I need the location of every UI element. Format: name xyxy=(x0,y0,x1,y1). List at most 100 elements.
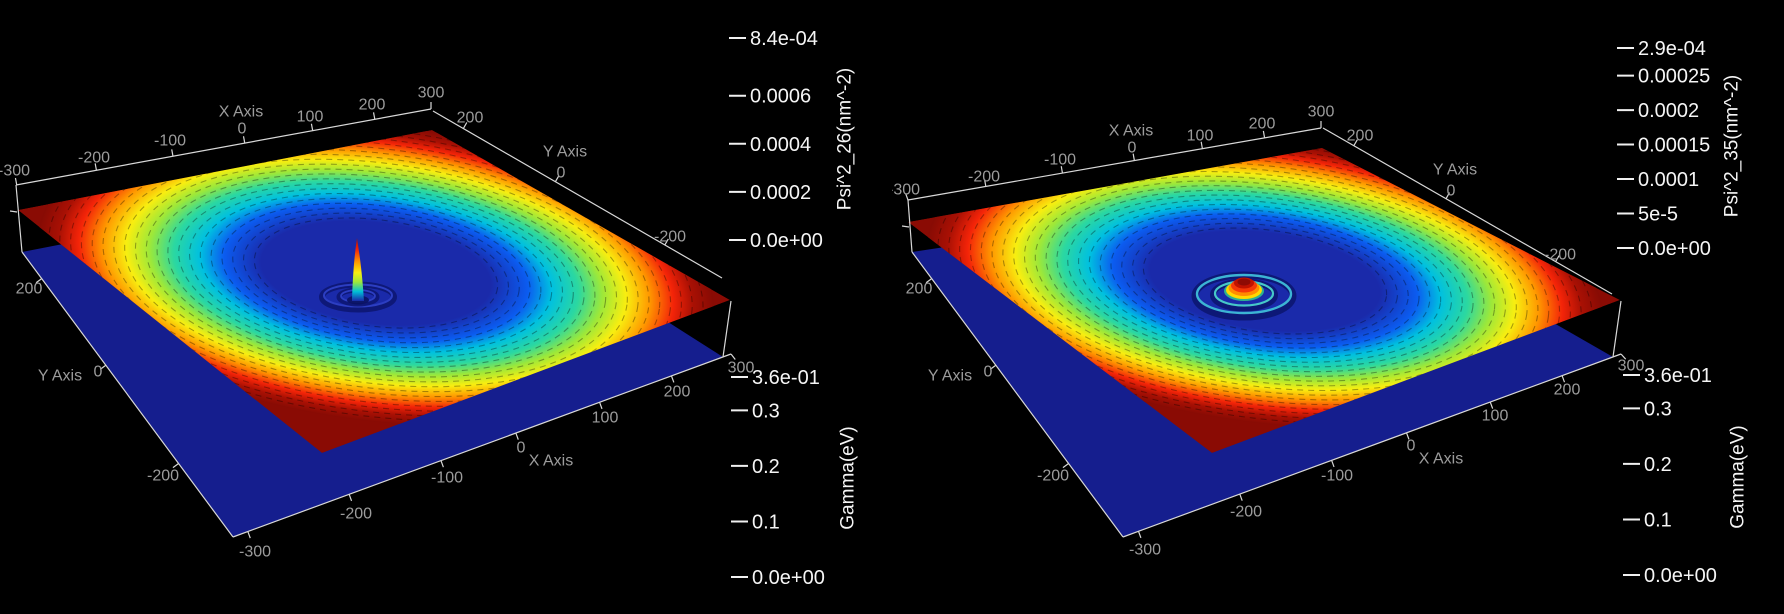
surface xyxy=(18,130,730,453)
axis-tick xyxy=(1262,130,1266,138)
contour-ring xyxy=(980,156,1550,406)
axis-tick-label: 0 xyxy=(1447,183,1456,200)
axis-tick xyxy=(35,278,43,284)
contour-ring xyxy=(156,173,596,373)
axis-line xyxy=(15,108,432,186)
colorbar-tick-label: 0.0e+00 xyxy=(1638,238,1711,260)
axis-tick-label: -200 xyxy=(147,468,179,485)
axis-tick-label: -200 xyxy=(78,150,110,167)
axis-tick-label: 300 xyxy=(1308,104,1335,121)
colorbar-title: Psi^2_35(nm^-2) xyxy=(1722,75,1743,217)
axis-tick-label: 0 xyxy=(238,121,247,138)
contour-ring xyxy=(1077,199,1453,363)
axis-tick xyxy=(664,238,669,246)
right-corner-line xyxy=(722,300,732,358)
central-spike xyxy=(319,238,397,313)
axis-line xyxy=(907,127,1322,201)
contour-ring xyxy=(145,168,607,378)
contour-ring xyxy=(1110,213,1420,349)
contour-ring xyxy=(243,212,509,334)
axis-tick-label: -100 xyxy=(431,470,463,487)
contour-ring xyxy=(1132,222,1398,340)
z-corner-line xyxy=(907,199,913,253)
axis-tick xyxy=(1060,166,1064,174)
z-corner-line xyxy=(15,184,23,253)
axis-title: X Axis xyxy=(529,453,573,470)
contour-ring xyxy=(124,158,628,388)
contour-ring xyxy=(1002,166,1528,396)
spike xyxy=(352,238,364,301)
axis-title: X Axis xyxy=(1419,451,1463,468)
axis-tick xyxy=(14,177,18,185)
axis-tick xyxy=(348,494,353,502)
axis-tick-label: -200 xyxy=(340,506,372,523)
colorbar-tick-label: 0.3 xyxy=(1644,398,1672,420)
dome-outer-ring-highlight xyxy=(1195,273,1293,315)
axis-tick xyxy=(242,136,246,144)
axis-tick-label: -200 xyxy=(1230,504,1262,521)
colorbar-tick-label: 2.9e-04 xyxy=(1638,38,1706,60)
axis-tick xyxy=(554,175,560,183)
axis-tick-label: 200 xyxy=(359,97,386,114)
axis-tick xyxy=(1489,401,1494,409)
colorbar-tick-label: 0.1 xyxy=(752,511,780,533)
axis-tick-label: -300 xyxy=(1129,542,1161,559)
axis-title: Y Axis xyxy=(1433,162,1477,179)
contour-ring xyxy=(232,207,520,339)
surface-color-bands xyxy=(38,130,714,426)
surface-plot: -300 -200 -100 0 100 200 300 X Axis -300 -200 -100… xyxy=(892,38,1749,587)
colorbar-tick-label: 0.00025 xyxy=(1638,66,1710,88)
contour-ring xyxy=(113,153,639,393)
axis-tick xyxy=(372,112,376,120)
contour-ring xyxy=(199,192,553,354)
contour-ring xyxy=(253,217,499,329)
colorbar-tick-label: 8.4e-04 xyxy=(750,28,818,50)
axis-title: Y Axis xyxy=(928,368,972,385)
axis-tick-label: 100 xyxy=(297,109,324,126)
axis-tick-label: 200 xyxy=(16,281,43,298)
axis-tick xyxy=(1405,432,1410,440)
colorbar-tick-label: 0.0e+00 xyxy=(1644,565,1717,587)
surface-plot: -300 -200 -100 0 100 200 300 X Axis -300 -200 -100… xyxy=(0,28,859,589)
axis-tick-label: -300 xyxy=(0,163,30,180)
contour-ring xyxy=(134,163,618,383)
render-view-psi2-35[interactable]: -300 -200 -100 0 100 200 300 X Axis -300 -200 -100… xyxy=(892,0,1784,614)
colorbar xyxy=(710,38,731,240)
colorbar-title: Psi^2_26(nm^-2) xyxy=(835,68,856,210)
axis-tick-label: 100 xyxy=(592,410,619,427)
axis-tick-label: 200 xyxy=(1347,128,1374,145)
colorbar-tick-label: 3.6e-01 xyxy=(1644,365,1712,387)
axis-tick xyxy=(905,193,909,201)
axis-tick xyxy=(99,364,107,370)
axis-line xyxy=(911,251,1124,538)
axis-tick-label: 300 xyxy=(1618,358,1645,375)
contour-ring xyxy=(1023,175,1507,387)
axis-tick xyxy=(1331,460,1335,468)
render-view-psi2-26[interactable]: -300 -200 -100 0 100 200 300 X Axis -300 -200 -100… xyxy=(0,0,892,614)
axis-tick-label: 200 xyxy=(906,281,933,298)
contour-ring xyxy=(91,144,661,402)
surface-color-bands xyxy=(927,148,1603,429)
colorbar-title: Gamma(eV) xyxy=(838,426,859,529)
contour-ring xyxy=(210,197,542,349)
central-dome xyxy=(1191,271,1297,321)
axis-tick xyxy=(94,163,98,171)
axis-tick-label: -100 xyxy=(1321,468,1353,485)
axis-tick-label: 200 xyxy=(664,384,691,401)
axis-tick-label: -200 xyxy=(1037,468,1069,485)
dome-cap-top xyxy=(1237,278,1251,286)
axis-line xyxy=(232,353,732,538)
colorbar-tick-label: 0.0004 xyxy=(750,134,811,156)
axis-tick xyxy=(925,278,933,284)
axis-tick xyxy=(599,402,603,410)
colorbar-tick-label: 0.00015 xyxy=(1638,135,1710,157)
axis-tick xyxy=(440,460,444,468)
contour-ring xyxy=(1045,185,1485,377)
axis-tick-label: -200 xyxy=(1544,247,1576,264)
axis-tick-label: 100 xyxy=(1187,128,1214,145)
axis-tick-label: -300 xyxy=(239,544,271,561)
colorbar xyxy=(1598,48,1619,248)
contour-ring xyxy=(80,139,672,407)
axis-tick-label: 0 xyxy=(557,165,566,182)
